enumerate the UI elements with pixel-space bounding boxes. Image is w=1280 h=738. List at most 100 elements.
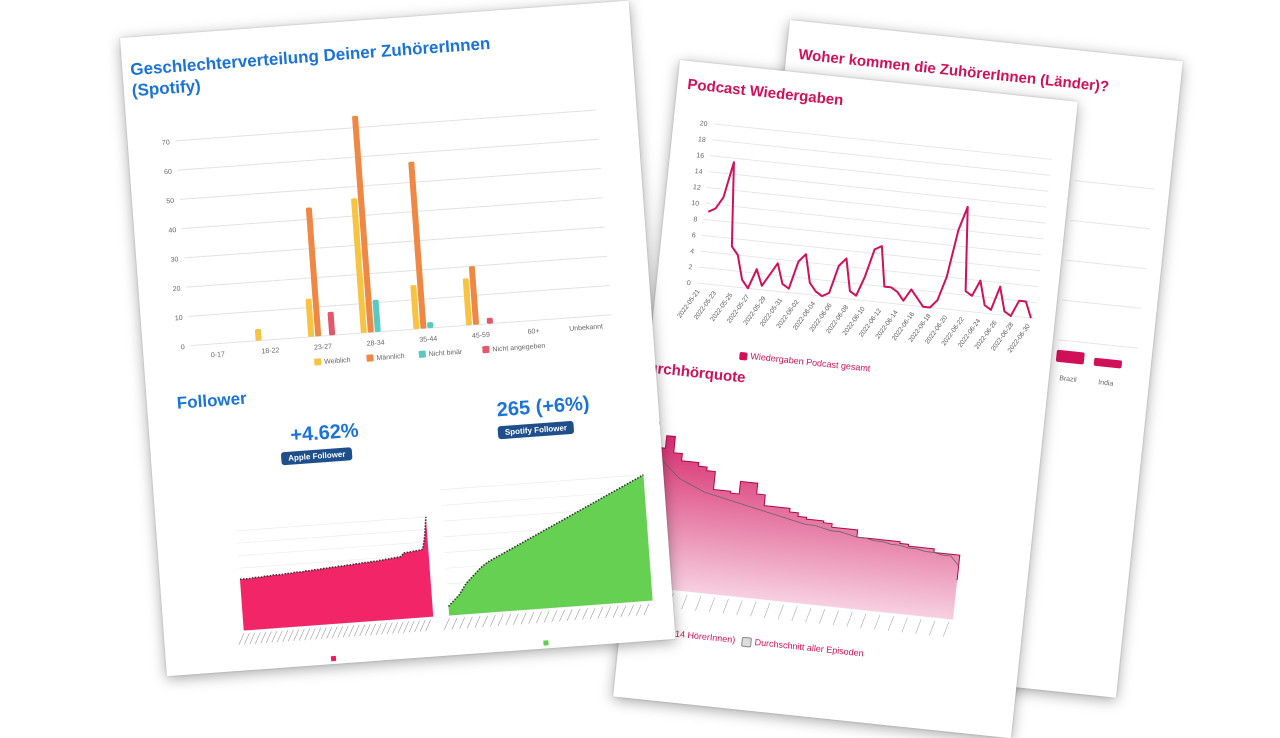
country-bar — [1055, 349, 1085, 365]
apple-follower-xtick — [271, 630, 278, 643]
apple-follower-xtick — [276, 630, 283, 643]
spotify-follower-xtick — [635, 604, 642, 616]
completion-xtick — [832, 610, 839, 626]
countries-sheet: Woher kommen die ZuhörerInnen (Länder)? … — [723, 20, 1183, 698]
spotify-follower-xtick — [451, 617, 458, 630]
plays-gridline — [706, 187, 1045, 224]
completion-xtick — [750, 601, 757, 617]
apple-follower-gridline — [237, 529, 427, 544]
completion-xtick — [805, 607, 812, 623]
spotify-follower-xtick — [589, 607, 596, 620]
apple-follower-legend-swatch — [330, 655, 337, 662]
apple-follower-xtick — [243, 632, 250, 645]
gender-chart: 0 10 20 30 40 50 60 70 0-17 18-22 23-27 28-34 35-44 4… — [162, 109, 612, 366]
spotify-follower-xtick — [482, 615, 489, 628]
countries-gridline — [1057, 339, 1138, 349]
completion-xtick — [763, 603, 771, 618]
apple-follower-xtick — [315, 627, 322, 640]
gender-gridline — [184, 226, 606, 259]
gender-ytick: 70 — [162, 139, 170, 147]
apple-follower-xtick — [386, 622, 393, 635]
gender-legend-label: Männlich — [376, 353, 405, 362]
plays-gridline — [708, 171, 1047, 208]
completion-xtick — [887, 616, 894, 631]
spotify-follower-label: Spotify Follower — [497, 420, 575, 440]
gender-gridline — [186, 255, 608, 288]
apple-follower-xtick — [348, 625, 355, 637]
plays-ytick: 18 — [698, 136, 707, 144]
spotify-follower-legend-swatch — [543, 640, 549, 646]
gender-legend-swatch — [482, 345, 490, 354]
spotify-follower-xtick — [628, 604, 634, 617]
spotify-follower-stat: 265 (+6%) — [496, 392, 591, 422]
apple-follower-xtick — [375, 623, 382, 635]
completion-xtick — [901, 617, 908, 633]
gender-bar — [468, 266, 479, 325]
gender-bar — [427, 322, 434, 329]
gender-ytick: 30 — [170, 256, 178, 264]
spotify-follower-gridline — [439, 474, 644, 491]
spotify-follower-xtick — [536, 611, 542, 624]
plays-ytick: 8 — [693, 216, 698, 223]
completion-chart: 0%10%20%30%40%50%60%70%80%90%100% — [583, 399, 961, 637]
apple-follower-xtick — [392, 622, 399, 634]
gender-ytick: 60 — [164, 169, 172, 177]
plays-chart: 024681012141618202022-05-212022-05-23202… — [676, 120, 1052, 354]
follower-charts — [236, 474, 653, 662]
apple-follower-area — [239, 516, 434, 631]
gender-xtick: Unbekannt — [569, 323, 603, 332]
gender-ytick: 20 — [173, 286, 181, 294]
completion-xtick — [777, 604, 784, 620]
gender-legend-label: Nicht binär — [429, 349, 464, 358]
completion-xtick — [819, 609, 826, 624]
plays-ytick: 12 — [693, 184, 702, 192]
spotify-follower-line — [447, 474, 644, 608]
spotify-follower-xtick — [505, 613, 512, 626]
gender-bar — [408, 161, 427, 329]
spotify-follower-xtick — [528, 612, 535, 624]
plays-ytick: 16 — [696, 152, 705, 160]
gender-legend-swatch — [314, 358, 322, 366]
gender-sheet: Geschlechterverteilung Deiner ZuhörerInn… — [120, 0, 676, 677]
countries-gridline — [1066, 259, 1147, 270]
gender-bar — [305, 207, 322, 337]
plays-gridline — [703, 218, 1042, 256]
completion-xtick — [736, 600, 743, 616]
apple-follower-gridline — [236, 516, 426, 532]
apple-follower-xtick — [260, 631, 267, 644]
completion-xtick — [722, 598, 729, 614]
spotify-follower-xtick — [543, 610, 550, 623]
gender-bar — [351, 198, 367, 334]
plays-gridline — [701, 234, 1040, 272]
apple-follower-xtick — [381, 622, 388, 635]
apple-follower-xtick — [282, 630, 289, 642]
spotify-follower-xtick — [490, 614, 496, 627]
gender-bar — [462, 278, 472, 326]
gender-xtick: 23-27 — [314, 343, 332, 351]
completion-line-spotify — [617, 402, 961, 581]
spotify-follower-xtick — [574, 608, 581, 621]
spotify-follower-area — [448, 474, 653, 616]
apple-follower-xtick — [370, 623, 377, 636]
gender-gridline — [177, 138, 599, 171]
spotify-follower-xtick — [643, 603, 650, 616]
apple-follower-stat: +4.62% — [289, 419, 360, 447]
spotify-follower-xtick — [474, 616, 481, 628]
completion-line-average — [616, 412, 959, 567]
gender-ytick: 10 — [175, 315, 183, 323]
plays-gridline — [713, 123, 1052, 160]
countries-gridline — [1074, 180, 1155, 190]
spotify-follower-xtick — [466, 616, 473, 629]
gender-gridline — [179, 167, 601, 200]
plays-gridline — [705, 203, 1044, 240]
plays-ytick: 4 — [690, 248, 695, 255]
apple-follower-xtick — [293, 629, 300, 642]
spotify-follower-xtick — [551, 610, 558, 623]
completion-xtick — [791, 606, 798, 621]
spotify-follower-xtick — [566, 609, 573, 621]
spotify-follower-xtick — [443, 618, 450, 630]
completion-xtick — [929, 620, 936, 636]
spotify-follower-xtick — [620, 605, 627, 618]
spotify-follower-xtick — [612, 605, 619, 618]
apple-follower-xtick — [425, 619, 431, 632]
